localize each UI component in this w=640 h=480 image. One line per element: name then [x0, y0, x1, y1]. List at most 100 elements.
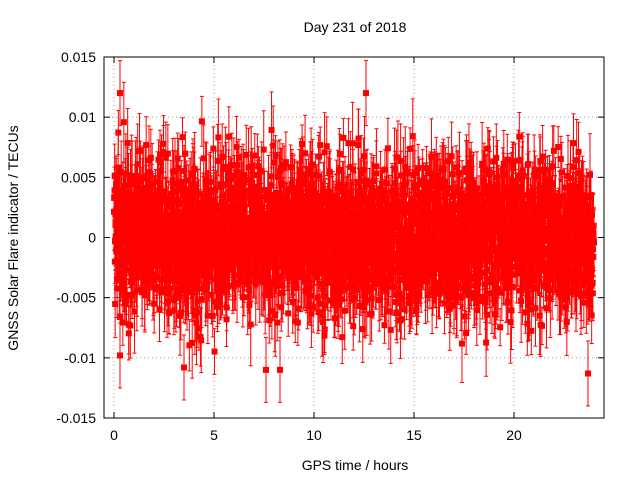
data-point: [160, 190, 167, 197]
data-point: [144, 219, 151, 226]
data-point: [312, 171, 319, 178]
data-point: [119, 319, 126, 326]
data-point: [289, 258, 296, 265]
data-point: [227, 245, 234, 252]
data-point: [247, 321, 254, 328]
data-point: [180, 246, 187, 253]
data-point: [147, 154, 154, 161]
data-point: [281, 164, 288, 171]
data-point: [129, 221, 136, 228]
data-point: [222, 163, 229, 170]
data-point: [200, 155, 207, 162]
data-point: [124, 140, 131, 147]
data-point: [287, 164, 294, 171]
data-point: [123, 267, 130, 274]
data-point: [313, 274, 320, 281]
data-point: [153, 214, 160, 221]
data-point: [119, 272, 126, 279]
data-point: [162, 198, 169, 205]
data-point: [268, 182, 275, 189]
data-point: [242, 221, 249, 228]
data-point: [140, 175, 147, 182]
data-point: [305, 303, 312, 310]
data-point: [316, 153, 323, 160]
data-point: [127, 322, 134, 329]
data-point: [174, 155, 181, 162]
data-point: [318, 263, 325, 270]
data-point: [271, 207, 278, 214]
data-point: [272, 311, 279, 318]
data-point: [203, 284, 210, 291]
data-point: [188, 289, 195, 296]
data-point: [127, 179, 134, 186]
data-point: [177, 312, 184, 319]
data-point: [159, 250, 166, 257]
data-point: [144, 281, 151, 288]
data-point: [274, 173, 281, 180]
data-point: [182, 150, 189, 157]
data-point: [179, 134, 186, 141]
data-point: [267, 292, 274, 299]
data-point: [266, 317, 273, 324]
data-point: [236, 154, 243, 161]
data-point: [141, 215, 148, 222]
data-point: [300, 177, 307, 184]
data-point: [309, 197, 316, 204]
data-point: [196, 285, 203, 292]
data-point: [160, 233, 167, 240]
data-point: [150, 256, 157, 263]
data-point: [223, 181, 230, 188]
data-point: [244, 294, 251, 301]
data-point: [304, 228, 311, 235]
data-point: [240, 181, 247, 188]
data-point: [242, 195, 249, 202]
data-point: [280, 268, 287, 275]
data-point: [315, 202, 322, 209]
data-point: [172, 293, 179, 300]
data-point: [278, 282, 285, 289]
data-point: [133, 174, 140, 181]
data-point: [216, 277, 223, 284]
chart-title: Day 231 of 2018: [304, 19, 407, 35]
data-point: [172, 180, 179, 187]
data-point: [251, 195, 258, 202]
data-point: [231, 235, 238, 242]
data-point: [299, 141, 306, 148]
data-point: [245, 241, 252, 248]
data-point: [181, 260, 188, 267]
data-point: [279, 290, 286, 297]
data-point: [265, 188, 272, 195]
data-point: [138, 256, 145, 263]
data-point: [275, 237, 282, 244]
data-point: [294, 200, 301, 207]
data-point: [177, 184, 184, 191]
data-point: [250, 233, 257, 240]
data-point: [276, 250, 283, 257]
data-point: [311, 270, 318, 277]
data-point: [131, 308, 138, 315]
data-point: [197, 333, 204, 340]
data-point: [303, 196, 310, 203]
data-point: [191, 249, 198, 256]
data-point: [141, 292, 148, 299]
data-point: [258, 168, 265, 175]
data-point: [160, 140, 167, 147]
data-point: [298, 233, 305, 240]
data-point: [179, 212, 186, 219]
data-point: [176, 200, 183, 207]
data-series: [111, 60, 597, 407]
data-point: [276, 168, 283, 175]
data-point: [191, 166, 198, 173]
data-point: [117, 313, 124, 320]
data-point: [309, 230, 316, 237]
data-point: [266, 280, 273, 287]
data-point: [278, 304, 285, 311]
data-point: [225, 133, 232, 140]
data-point: [220, 192, 227, 199]
data-point: [202, 277, 209, 284]
data-point: [193, 225, 200, 232]
data-point: [162, 154, 169, 161]
data-point: [234, 279, 241, 286]
data-point: [233, 187, 240, 194]
data-point: [120, 280, 127, 287]
